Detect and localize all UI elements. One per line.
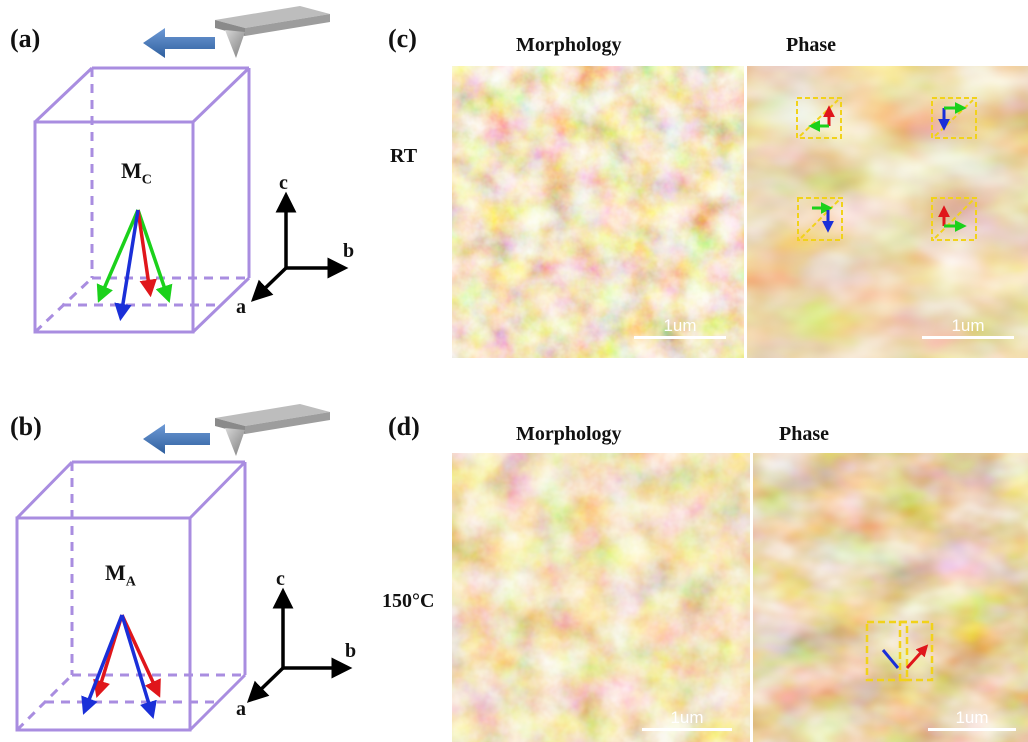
panel-c-morphology-scale-line (634, 336, 726, 339)
panel-b-crystal-box (15, 460, 247, 732)
panel-a-polarization-arrows (96, 209, 173, 322)
panel-a-axis-c-label: c (279, 172, 288, 194)
panel-a-phase-label: MC (121, 158, 152, 188)
panel-d-phase-scale-bar: 1um (928, 708, 1016, 733)
panel-a-scan-arrow-icon (143, 28, 215, 58)
panel-d-domain-markers (865, 620, 934, 682)
panel-c-phase-image (747, 66, 1028, 358)
panel-c-phase-scale-label: 1um (951, 316, 985, 335)
panel-d-temperature: 150°C (382, 590, 435, 612)
panel-d-phase-image (753, 453, 1028, 742)
panel-c-morphology-scale-label: 1um (663, 316, 697, 335)
panel-c-temperature: RT (390, 145, 418, 167)
panel-d-phase-scale-label: 1um (955, 708, 989, 727)
panel-d-morphology-scale-label: 1um (670, 708, 704, 727)
panel-b-scan-arrow-icon (143, 424, 210, 454)
panel-d-domain-vectors (881, 644, 929, 670)
panel-b-axis-b-label: b (345, 640, 357, 662)
panel-c-letter: (c) (388, 24, 417, 53)
panel-c-morphology-scale-bar: 1um (634, 316, 726, 341)
panel-b-axis-c-label: c (276, 568, 285, 590)
panel-b-afm-tip-icon (215, 404, 330, 456)
panel-c-morphology-title: Morphology (516, 34, 622, 56)
panel-c-phase-scale-bar: 1um (922, 316, 1014, 341)
panel-d-morphology-image (452, 453, 750, 742)
panel-a-afm-tip-icon (215, 6, 330, 58)
panel-b-axes (246, 587, 353, 703)
panel-a-axes (250, 191, 349, 302)
panel-c-phase-title: Phase (786, 34, 836, 56)
panel-d-phase-scale-line (928, 728, 1016, 731)
panel-d-phase-title: Phase (779, 423, 829, 445)
panel-d-morphology-scale-bar: 1um (642, 708, 732, 733)
panel-a-axis-a-label: a (236, 296, 246, 318)
panel-b-polarization-arrows (81, 614, 161, 720)
panel-c-domain-vectors (808, 102, 967, 233)
panel-b-phase-label: MA (105, 560, 136, 590)
panel-d-morphology-scale-line (642, 728, 732, 731)
panel-b-letter: (b) (10, 412, 42, 441)
panel-b-axis-a-label: a (236, 698, 246, 720)
panel-a-crystal-box (33, 66, 251, 334)
panel-d-morphology-title: Morphology (516, 423, 622, 445)
panel-c-phase-scale-line (922, 336, 1014, 339)
panel-a-axis-b-label: b (343, 240, 355, 262)
panel-d-letter: (d) (388, 412, 420, 441)
panel-a-letter: (a) (10, 24, 41, 53)
panel-c-morphology-image (452, 66, 744, 358)
